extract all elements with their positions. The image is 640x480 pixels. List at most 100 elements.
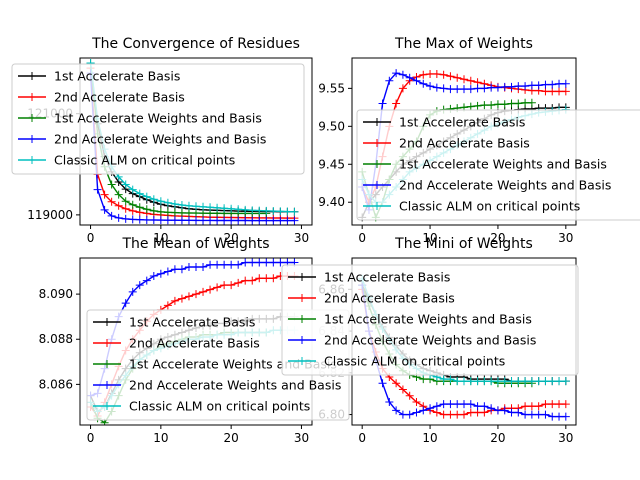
series-point — [149, 195, 158, 204]
legend-marker — [373, 160, 381, 168]
series-point — [398, 410, 407, 419]
series-point — [255, 216, 264, 225]
x-tick-label: 30 — [294, 431, 309, 445]
series-point — [405, 73, 414, 82]
series-point — [255, 274, 264, 283]
series-point — [220, 216, 229, 225]
series-point — [561, 87, 570, 96]
series-point — [170, 199, 179, 208]
series-point — [156, 207, 165, 216]
series-point — [555, 377, 564, 386]
series-point — [248, 216, 257, 225]
series-point — [177, 201, 186, 210]
series-point — [100, 205, 109, 214]
series-point — [460, 75, 468, 84]
y-tick-label: 8.088 — [39, 332, 73, 346]
series-point — [149, 272, 158, 281]
series-point — [163, 216, 172, 225]
series-point — [493, 406, 502, 415]
series-point — [466, 76, 475, 85]
legend-label: 2nd Accelerate Basis — [399, 136, 530, 151]
series-point — [534, 410, 543, 419]
x-tick-label: 0 — [358, 431, 366, 445]
series-point — [487, 101, 496, 110]
series-point — [473, 402, 482, 411]
series-point — [446, 410, 455, 419]
series-point — [177, 265, 186, 274]
legend-label: 1st Accelerate Weights and Basis — [399, 157, 607, 172]
series-point — [114, 213, 123, 222]
legend-label: 2nd Accelerate Basis — [129, 336, 260, 351]
series-point — [128, 215, 137, 224]
series-point — [241, 205, 250, 214]
series-point — [234, 260, 243, 269]
legend-marker — [298, 273, 306, 281]
series-point — [135, 189, 144, 198]
series-point — [405, 410, 414, 419]
series-point — [170, 265, 179, 274]
series-point — [527, 98, 536, 107]
series-point — [142, 192, 151, 201]
legend-label: Classic ALM on critical points — [399, 199, 580, 214]
series-point — [262, 274, 271, 283]
series-point — [487, 83, 496, 92]
series-point — [170, 216, 179, 225]
series-point — [192, 209, 200, 218]
series-point — [460, 85, 468, 94]
series-point — [521, 98, 530, 107]
series-point — [419, 406, 428, 415]
series-point — [392, 406, 401, 415]
series-point — [283, 207, 292, 216]
series-point — [378, 99, 387, 108]
series-point — [234, 216, 243, 225]
series-point — [262, 258, 271, 267]
x-tick-label: 20 — [490, 431, 505, 445]
series-point — [156, 216, 165, 225]
series-point — [426, 82, 435, 91]
series-point — [184, 292, 193, 301]
series-point — [432, 69, 441, 78]
series-point — [241, 276, 250, 285]
series-point — [220, 260, 229, 269]
series-point — [466, 408, 475, 417]
series-point — [241, 258, 250, 267]
series-point — [521, 377, 530, 386]
x-tick-label: 30 — [558, 231, 573, 245]
series-point — [507, 408, 516, 417]
series-point — [192, 216, 200, 225]
x-tick-label: 10 — [153, 431, 168, 445]
series-point — [561, 412, 570, 421]
legend-label: 2nd Accelerate Weights and Basis — [399, 178, 611, 193]
series-point — [460, 400, 468, 409]
series-point — [192, 202, 200, 211]
legend-marker — [298, 336, 306, 344]
series-point — [398, 70, 407, 79]
series-point — [149, 216, 158, 225]
series-point — [405, 391, 414, 400]
series-point — [500, 406, 509, 415]
series-point — [500, 377, 509, 386]
series-point — [269, 207, 278, 216]
series-point — [128, 287, 137, 296]
legend-marker — [28, 156, 36, 164]
legend-label: 1st Accelerate Weights and Basis — [54, 111, 262, 126]
y-tick-label: 9.40 — [318, 195, 345, 209]
series-point — [184, 263, 193, 272]
series-point — [487, 404, 496, 413]
series-point — [534, 377, 543, 386]
legend-marker — [373, 139, 381, 147]
x-tick-label: 20 — [224, 231, 239, 245]
legend-marker — [103, 381, 111, 389]
series-point — [534, 402, 543, 411]
series-point — [555, 87, 564, 96]
x-tick-label: 10 — [422, 431, 437, 445]
legend-label: Classic ALM on critical points — [54, 153, 235, 168]
series-point — [142, 215, 151, 224]
series-point — [192, 290, 200, 299]
x-tick-label: 0 — [87, 231, 95, 245]
x-tick-label: 10 — [422, 231, 437, 245]
series-point — [561, 79, 570, 88]
legend: 1st Accelerate Basis 2nd Accelerate Basis… — [281, 264, 579, 376]
series-point — [107, 211, 116, 220]
legend: 1st Accelerate Basis 2nd Accelerate Basis… — [356, 109, 640, 221]
